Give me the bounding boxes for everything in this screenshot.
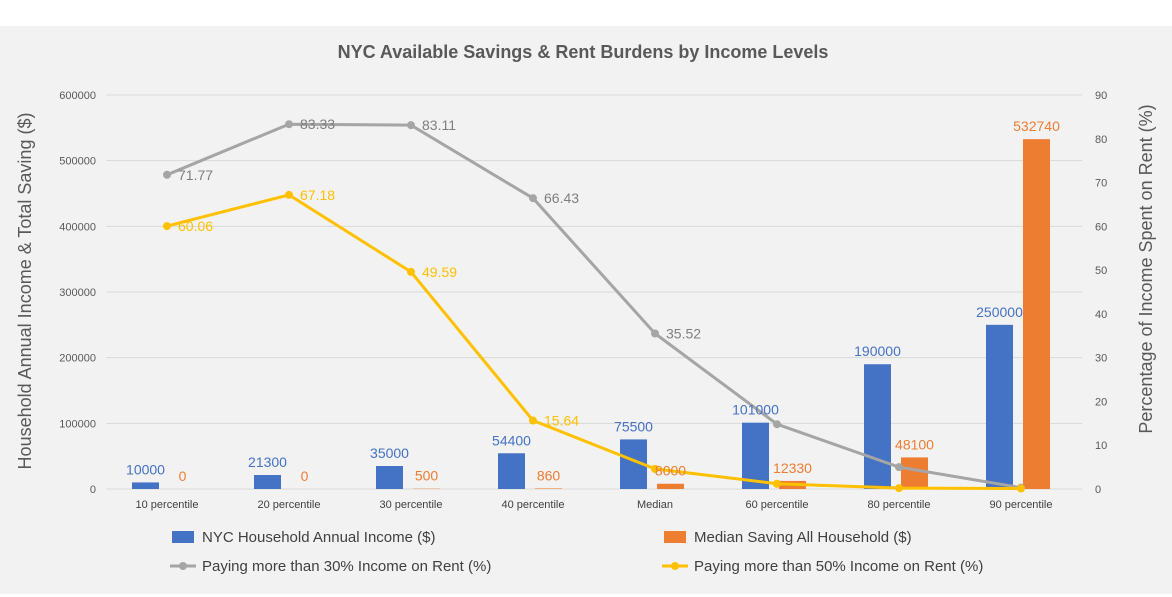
- category-label: 80 percentile: [868, 499, 931, 511]
- line-data-label: 15.64: [544, 413, 579, 429]
- line-data-label: 71.77: [178, 167, 213, 183]
- bar: [1023, 139, 1050, 489]
- bar-data-label: 54400: [492, 432, 531, 448]
- series-marker: [895, 484, 903, 493]
- chart-title: NYC Available Savings & Rent Burdens by …: [338, 42, 829, 62]
- series-marker: [163, 222, 171, 231]
- series-marker: [529, 194, 537, 203]
- bar: [498, 453, 525, 489]
- bar: [132, 482, 159, 489]
- bar-data-label: 21300: [248, 454, 287, 470]
- left-axis-ticks: 0 100000 200000 300000 400000 500000 600000: [59, 90, 96, 496]
- category-label: Median: [637, 499, 673, 511]
- legend-label: NYC Household Annual Income ($): [202, 529, 435, 546]
- right-tick-label: 80: [1095, 134, 1107, 146]
- category-label: 60 percentile: [746, 499, 809, 511]
- legend-label: Median Saving All Household ($): [694, 529, 912, 546]
- legend-swatch: [172, 531, 194, 543]
- line-data-label: 83.11: [422, 117, 456, 133]
- bar-data-label: 860: [537, 467, 561, 483]
- bar: [901, 457, 928, 489]
- bar: [864, 364, 891, 489]
- bar-data-label: 101000: [732, 402, 779, 418]
- gridlines: [106, 94, 1082, 490]
- bar-data-label: 8000: [655, 463, 686, 479]
- bar: [254, 475, 281, 489]
- category-label: 30 percentile: [380, 499, 443, 511]
- bar-data-label: 12330: [773, 460, 812, 476]
- left-tick-label: 100000: [59, 418, 96, 430]
- bar: [657, 483, 684, 489]
- right-tick-label: 60: [1095, 221, 1107, 233]
- series-marker: [407, 267, 415, 276]
- right-tick-label: 90: [1095, 90, 1107, 102]
- combo-chart: NYC Available Savings & Rent Burdens by …: [15, 42, 1156, 575]
- right-axis-ticks: 0 10 20 30 40 50 60 70 80 90: [1095, 90, 1107, 496]
- line-data-label: 60.06: [178, 218, 213, 234]
- series-line: [166, 193, 1022, 491]
- series-marker: [285, 120, 293, 129]
- bar-data-label: 190000: [854, 343, 901, 359]
- series-marker: [895, 463, 903, 472]
- series-marker: [651, 464, 659, 473]
- bar: [742, 422, 769, 489]
- series-marker: [407, 121, 415, 130]
- line-data-label: 49.59: [422, 264, 457, 280]
- left-tick-label: 400000: [59, 221, 96, 233]
- bar-data-label: 48100: [895, 436, 934, 452]
- line-series: [163, 120, 1025, 493]
- legend-marker: [671, 562, 679, 570]
- series-marker: [773, 479, 781, 488]
- line-data-label: 66.43: [544, 190, 579, 206]
- right-tick-label: 50: [1095, 265, 1107, 277]
- category-label: 40 percentile: [502, 499, 565, 511]
- bar-data-label: 10000: [126, 461, 165, 477]
- left-tick-label: 300000: [59, 287, 96, 299]
- line-data-label: 35.52: [666, 326, 701, 342]
- right-tick-label: 70: [1095, 178, 1107, 190]
- left-tick-label: 600000: [59, 90, 96, 102]
- bar-data-label: 75500: [614, 418, 653, 434]
- series-marker: [285, 190, 293, 199]
- category-label: 90 percentile: [990, 499, 1053, 511]
- line-data-label: 67.18: [300, 187, 335, 203]
- series-marker: [1017, 484, 1025, 493]
- bar-data-label: 35000: [370, 445, 409, 461]
- bar-data-label: 0: [179, 468, 187, 484]
- left-tick-label: 200000: [59, 353, 96, 365]
- right-tick-label: 30: [1095, 353, 1107, 365]
- legend-marker: [179, 562, 187, 570]
- series-marker: [773, 420, 781, 429]
- category-label: 10 percentile: [136, 499, 199, 511]
- series-marker: [163, 170, 171, 179]
- bar-data-label: 500: [415, 468, 439, 484]
- right-axis-title: Percentage of Income Spent on Rent (%): [1136, 104, 1156, 433]
- bar-data-label: 532740: [1013, 118, 1060, 134]
- category-label: 20 percentile: [258, 499, 321, 511]
- bar: [986, 324, 1013, 489]
- right-tick-label: 40: [1095, 309, 1107, 321]
- bar: [535, 488, 562, 489]
- category-labels: 10 percentile 20 percentile 30 percentile 4…: [136, 499, 1053, 511]
- series-marker: [651, 329, 659, 338]
- legend: NYC Household Annual Income ($) Median Sa…: [170, 529, 983, 575]
- data-labels: 10000 21300 35000 54400 75500 101000 190000 250…: [126, 116, 1060, 484]
- series-line: [166, 122, 1022, 490]
- series-marker: [529, 416, 537, 425]
- bar-data-label: 250000: [976, 304, 1023, 320]
- legend-swatch: [664, 531, 686, 543]
- legend-label: Paying more than 50% Income on Rent (%): [694, 558, 983, 575]
- chart-area: NYC Available Savings & Rent Burdens by …: [0, 26, 1172, 594]
- bar: [376, 466, 403, 489]
- left-axis-title: Household Annual Income & Total Saving (…: [15, 113, 35, 470]
- left-tick-label: 0: [90, 484, 96, 496]
- right-tick-label: 0: [1095, 484, 1101, 496]
- bar-data-label: 0: [301, 468, 309, 484]
- line-data-label: 83.33: [300, 116, 335, 132]
- bar-series: [132, 139, 1050, 489]
- right-tick-label: 10: [1095, 440, 1107, 452]
- right-tick-label: 20: [1095, 396, 1107, 408]
- left-tick-label: 500000: [59, 156, 96, 168]
- legend-label: Paying more than 30% Income on Rent (%): [202, 558, 491, 575]
